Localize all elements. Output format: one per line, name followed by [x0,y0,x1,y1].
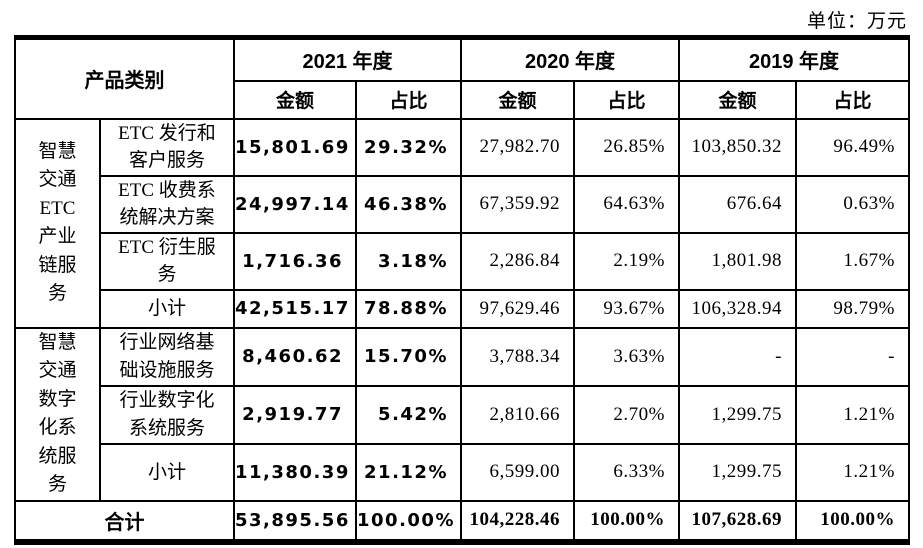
header-year-2019: 2019 年度 [678,36,910,82]
ratio-2021-cell: 5.42% [355,384,462,445]
ratio-2020-cell: 2.70% [573,384,680,445]
amount-2020-cell: 6,599.00 [460,442,575,502]
amount-2021-cell: 1,716.36 [233,231,357,291]
product-cell: 行业数字化 系统服务 [99,384,235,445]
product-cell: ETC 收费系 统解决方案 [99,174,235,234]
amount-2019-cell: 1,299.75 [678,442,797,502]
amount-2020-cell: 3,788.34 [460,326,575,387]
ratio-2019-cell: 1.21% [795,442,910,502]
ratio-2019-cell: 98.79% [795,288,910,329]
amount-2021-cell: 8,460.62 [233,326,357,387]
ratio-2019-cell: 96.49% [795,117,910,177]
amount-2019-cell: 1,801.98 [678,231,797,291]
ratio-2021-cell: 3.18% [355,231,462,291]
total-ratio-2019-cell: 100.00% [795,499,910,543]
amount-2019-cell: 1,299.75 [678,384,797,445]
header-row-years: 产品类别 2021 年度 2020 年度 2019 年度 [14,36,910,120]
group-label-digital-system: 智慧 交通 数字 化系 统服 务 [14,326,101,502]
ratio-2020-cell: 3.63% [573,326,680,387]
table-row: 行业数字化 系统服务 2,919.77 5.42% 2,810.66 2.70%… [15,384,910,445]
ratio-2020-cell: 64.63% [573,174,680,234]
header-row-metrics: 金额 占比 金额 占比 金额 占比 [15,79,910,120]
subtotal-label-cell: 小计 [99,288,235,329]
amount-2021-cell: 11,380.39 [233,442,357,502]
table-row: 智慧 交通 ETC 产业 链服 务 ETC 发行和 客户服务 15,801.69… [14,117,910,329]
table-row: ETC 衍生服 务 1,716.36 3.18% 2,286.84 2.19% … [15,231,910,291]
amount-2020-cell: 97,629.46 [460,288,575,329]
ratio-2019-cell: 1.67% [795,231,910,291]
ratio-2021-cell: 15.70% [355,326,462,387]
amount-2021-cell: 24,997.14 [233,174,357,234]
subtotal-row: 小计 42,515.17 78.88% 97,629.46 93.67% 106… [15,288,910,329]
header-amount-2020: 金额 [460,79,575,120]
amount-2019-cell: - [678,326,797,387]
ratio-2021-cell: 21.12% [355,442,462,502]
amount-2020-cell: 67,359.92 [460,174,575,234]
header-year-2020: 2020 年度 [460,36,680,82]
amount-2020-cell: 2,286.84 [460,231,575,291]
amount-2020-cell: 2,810.66 [460,384,575,445]
total-ratio-2021-cell: 100.00% [355,499,462,543]
product-cell: ETC 衍生服 务 [99,231,235,291]
header-ratio-2021: 占比 [355,79,462,120]
ratio-2019-cell: 0.63% [795,174,910,234]
table-row: 智慧 交通 数字 化系 统服 务 行业网络基 础设施服务 8,460.62 15… [14,326,910,502]
table-row: ETC 收费系 统解决方案 24,997.14 46.38% 67,359.92… [15,174,910,234]
amount-2021-cell: 15,801.69 [233,117,357,177]
ratio-2020-cell: 93.67% [573,288,680,329]
header-product-category: 产品类别 [14,36,235,120]
unit-label: 单位：万元 [806,11,907,32]
ratio-2021-cell: 46.38% [355,174,462,234]
header-ratio-2020: 占比 [573,79,680,120]
ratio-2021-cell: 78.88% [355,288,462,329]
total-amount-2019-cell: 107,628.69 [678,499,797,543]
total-label-cell: 合计 [14,499,235,543]
ratio-2020-cell: 6.33% [573,442,680,502]
group-label-etc-chain: 智慧 交通 ETC 产业 链服 务 [14,117,101,329]
total-amount-2020-cell: 104,228.46 [460,499,575,543]
subtotal-row: 小计 11,380.39 21.12% 6,599.00 6.33% 1,299… [15,442,910,502]
header-amount-2021: 金额 [233,79,357,120]
amount-2019-cell: 106,328.94 [678,288,797,329]
product-cell: ETC 发行和 客户服务 [99,117,235,177]
total-ratio-2020-cell: 100.00% [573,499,680,543]
revenue-by-product-table: 产品类别 2021 年度 2020 年度 2019 年度 金额 占比 金额 占比… [14,35,910,545]
ratio-2019-cell: 1.21% [795,384,910,445]
amount-2019-cell: 676.64 [678,174,797,234]
total-row: 合计 53,895.56 100.00% 104,228.46 100.00% … [14,499,910,543]
amount-2021-cell: 42,515.17 [233,288,357,329]
ratio-2020-cell: 26.85% [573,117,680,177]
subtotal-label-cell: 小计 [99,442,235,502]
product-cell: 行业网络基 础设施服务 [99,326,235,387]
header-ratio-2019: 占比 [795,79,910,120]
header-amount-2019: 金额 [678,79,797,120]
amount-2019-cell: 103,850.32 [678,117,797,177]
amount-2020-cell: 27,982.70 [460,117,575,177]
header-year-2021: 2021 年度 [233,36,462,82]
total-amount-2021-cell: 53,895.56 [233,499,357,543]
amount-2021-cell: 2,919.77 [233,384,357,445]
ratio-2021-cell: 29.32% [355,117,462,177]
ratio-2020-cell: 2.19% [573,231,680,291]
ratio-2019-cell: - [795,326,910,387]
